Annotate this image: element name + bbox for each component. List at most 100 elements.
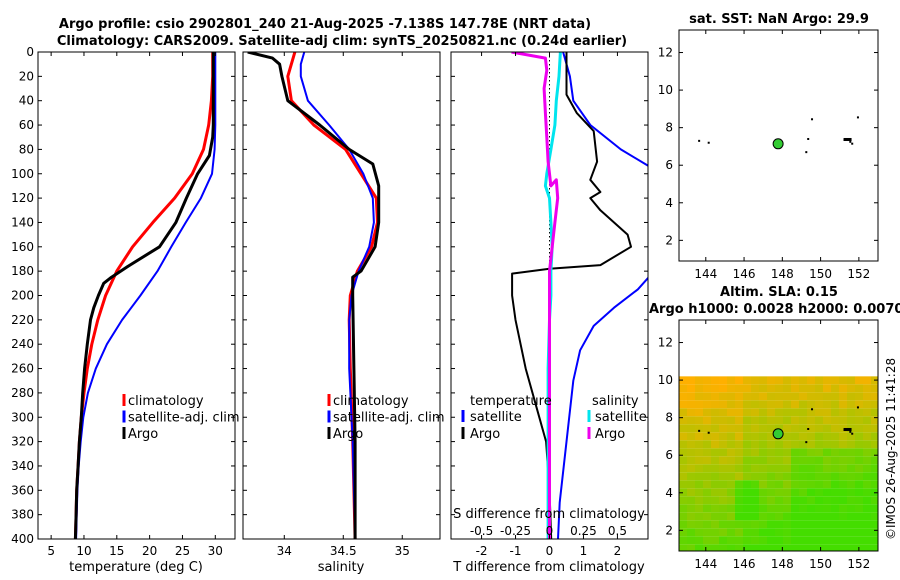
sla-field-cell [695,544,703,551]
sla-field-cell [839,376,847,385]
differences-series-t-satellite-0 [562,52,648,167]
sla-field-cell [687,424,695,433]
depth-tick-label: 100 [11,167,34,181]
sla-field-cell [847,376,855,385]
map-ytick-label: 6 [665,158,673,172]
sla-field-cell [831,496,839,505]
sla-field-cell [767,392,775,401]
sla-field-cell [855,448,863,457]
sla-field-cell [823,456,831,465]
coastline-dot [805,151,808,154]
sla-field-cell [703,496,711,505]
sla-field-cell [703,504,711,513]
depth-tick-label: 340 [11,459,34,473]
sla-field-cell [679,512,687,521]
sla-field-cell [847,456,855,465]
sla-field-cell [751,392,759,401]
sla-field-cell [783,480,791,489]
sla-field-cell [783,528,791,537]
sla-field-cell [807,544,815,551]
sla-field-cell [815,432,823,441]
sla-field-cell [679,464,687,473]
sla-field-cell [735,416,743,425]
sla-field-cell [783,376,791,385]
sla-field-cell [751,408,759,417]
sla-field-cell [775,456,783,465]
sla-field-cell [743,424,751,433]
sla-field-cell [839,424,847,433]
sla-field-cell [767,464,775,473]
sla-field-cell [767,488,775,497]
sla-field-cell [815,384,823,393]
sla-field-cell [823,496,831,505]
sla-field-cell [751,544,759,551]
sla-field-cell [791,496,799,505]
sla-field-cell [679,520,687,529]
sla-field-cell [751,512,759,521]
temperature-panel: 0 20 40 60 80 100 120 140 160 180 200 220 240 260 280 3… [11,45,240,575]
sla-field-cell [839,480,847,489]
sla-field-cell [703,488,711,497]
sla-field-cell [687,392,695,401]
differences-xtick-label: -2 [476,544,488,558]
sla-field-cell [783,432,791,441]
sla-field-cell [679,448,687,457]
sla-field-cell [783,496,791,505]
sla-field-cell [727,392,735,401]
sla-field-cell [751,424,759,433]
sla-field-cell [711,400,719,409]
sla-field-cell [719,384,727,393]
sla-field-cell [815,408,823,417]
sla-field-cell [855,416,863,425]
sla-field-cell [703,400,711,409]
sla-field-cell [711,424,719,433]
sla-field-cell [679,416,687,425]
difference-panel-frame [450,51,649,540]
sla-field-cell [759,424,767,433]
sla-field-cell [823,400,831,409]
sla-field-cell [719,432,727,441]
sla-field-cell [767,384,775,393]
sla-field-cell [791,536,799,545]
sla-field-cell [727,536,735,545]
sla-field-cell [775,416,783,425]
sla-field-cell [855,472,863,481]
sla-field-cell [831,480,839,489]
sla-field-cell [847,528,855,537]
sla-field-cell [871,392,878,401]
sla-field-cell [831,456,839,465]
sla-field-cell [831,520,839,529]
sla-field-cell [759,464,767,473]
sst-map-panel: sat. SST: NaN Argo: 29.9 144 146 148 150 152… [658,12,879,281]
sla-field-cell [727,416,735,425]
sla-field-cell [743,528,751,537]
sla-field-cell [727,384,735,393]
map-xtick-label: 152 [847,557,870,571]
sla-field-cell [695,392,703,401]
salinity-panel: 34 34.5 35 salinity climatology satellite-a… [242,51,445,575]
sla-field-cell [783,544,791,551]
sla-field-cell [735,520,743,529]
sla-field-cell [863,440,871,449]
sla-field-cell [871,400,878,409]
sla-field-cell [775,512,783,521]
sla-field-cell [743,496,751,505]
sla-field-cell [695,432,703,441]
sla-map-frame [678,319,879,552]
depth-tick-label: 40 [19,94,34,108]
sla-field-cell [855,408,863,417]
sla-field-cell [711,528,719,537]
sla-field-cell [799,528,807,537]
sla-field-cell [719,440,727,449]
map-ytick-label: 4 [665,196,673,210]
sla-field-cell [775,408,783,417]
sla-field-cell [695,424,703,433]
sla-field-cell [847,544,855,551]
sla-field-cell [743,480,751,489]
sla-field-cell [855,520,863,529]
sla-field-cell [831,544,839,551]
sla-field-cell [687,408,695,417]
argo-float-marker [772,138,784,150]
differences-xtick-label: 1 [580,544,588,558]
sla-field-cell [871,536,878,545]
